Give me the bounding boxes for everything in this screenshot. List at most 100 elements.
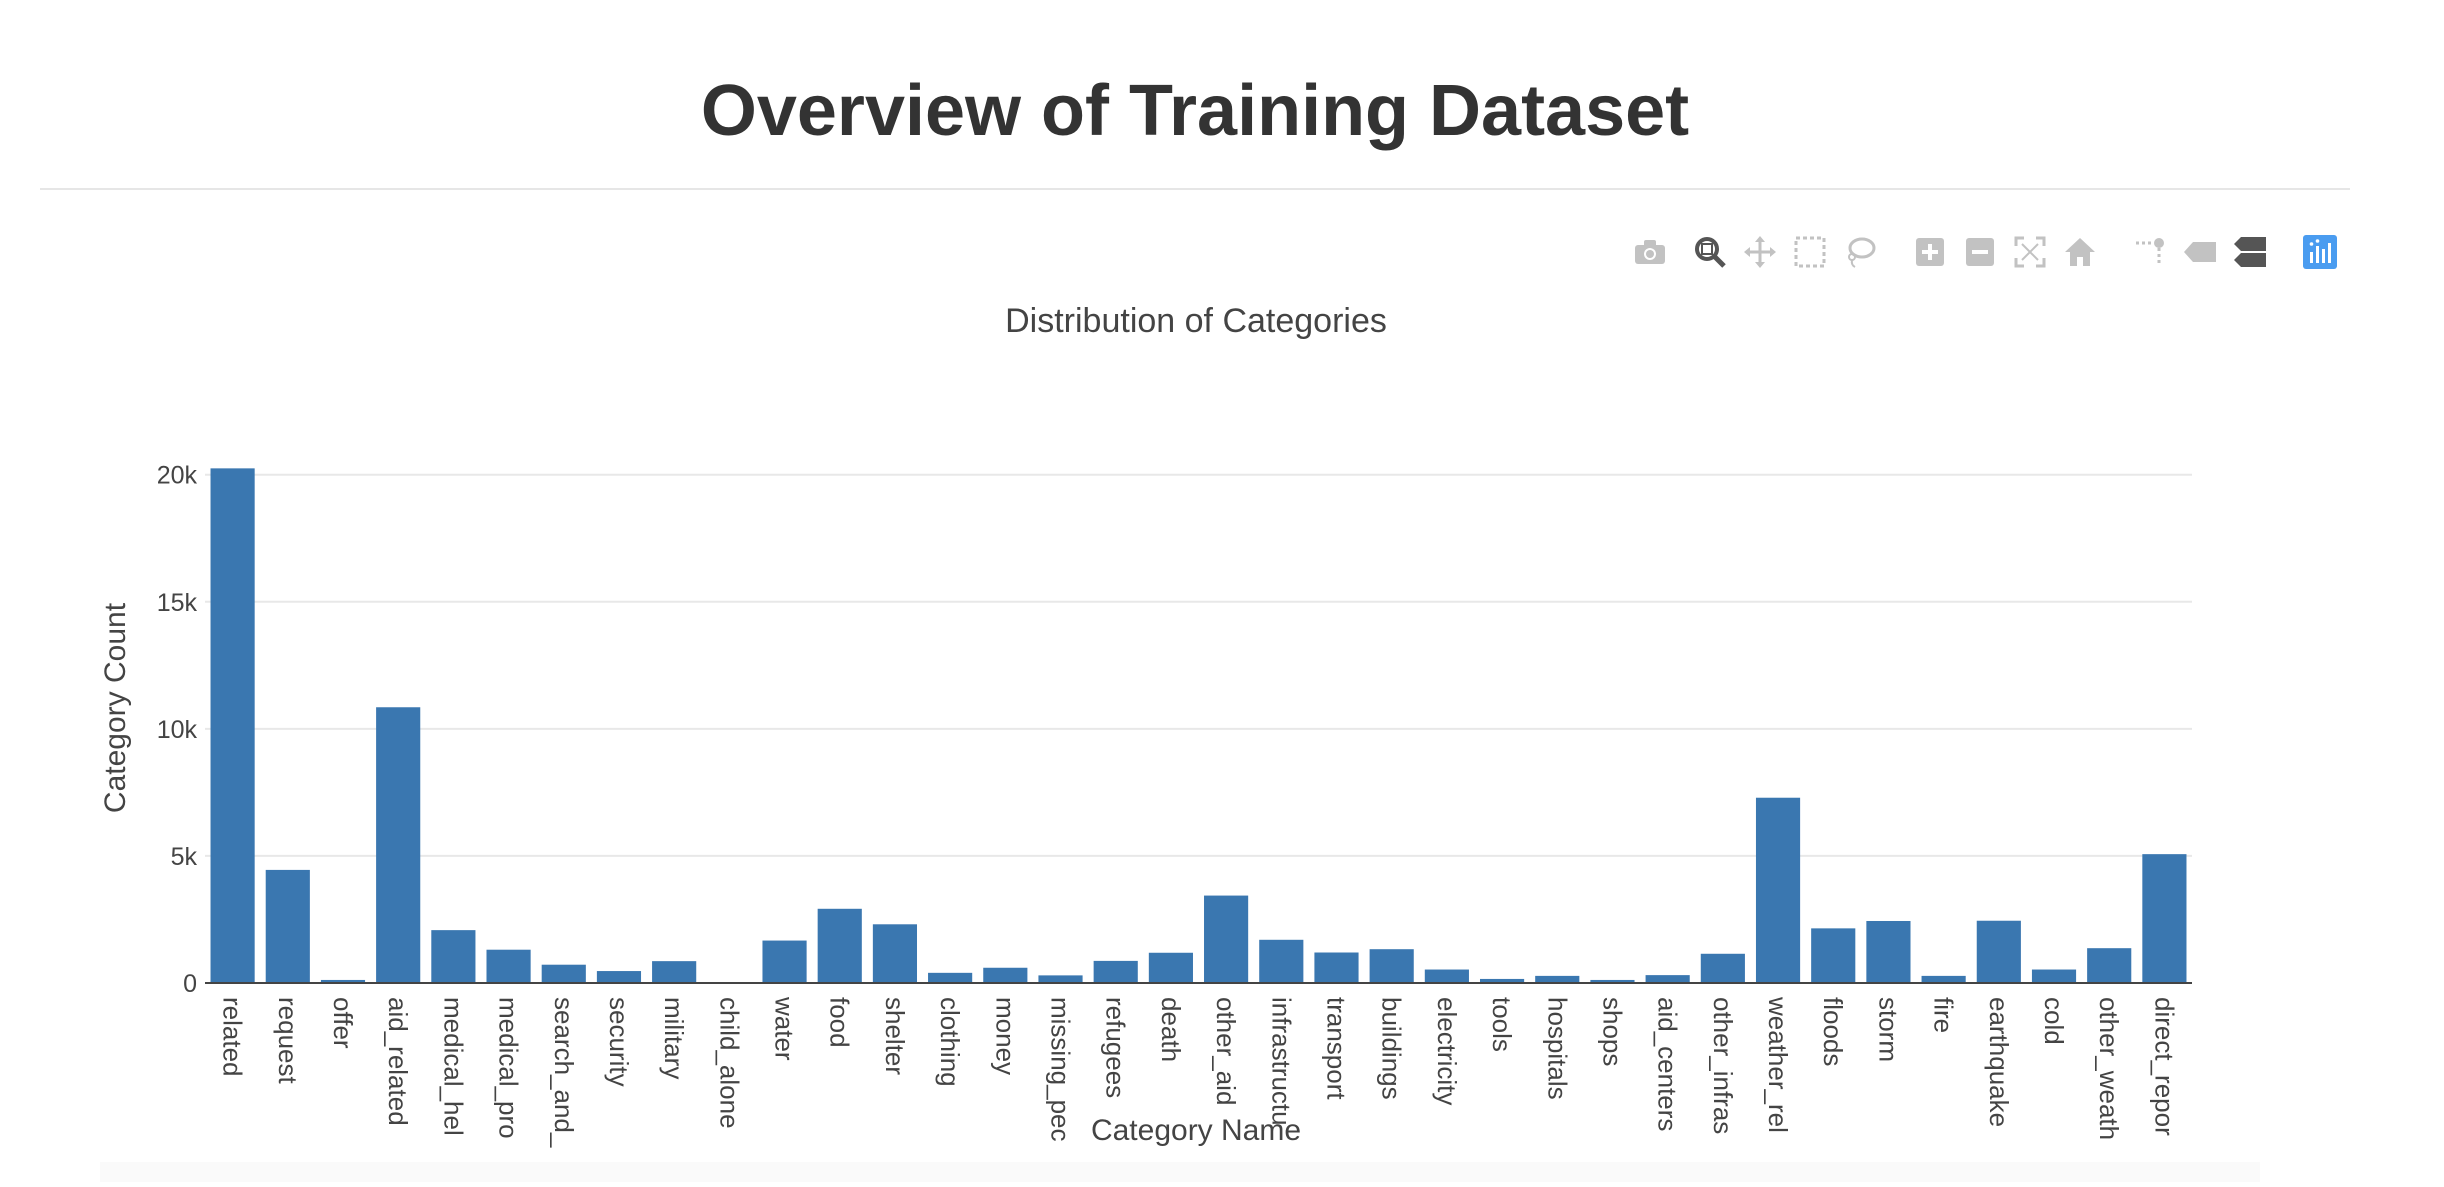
y-tick-label: 15k: [157, 589, 198, 617]
y-tick-label: 10k: [157, 716, 198, 744]
bar-clothing[interactable]: [928, 972, 973, 983]
bar-refugees[interactable]: [1093, 960, 1138, 983]
x-tick-label: cold: [2039, 997, 2069, 1045]
bar-search_and_[interactable]: [541, 964, 586, 983]
x-tick-label: earthquake: [1984, 997, 2014, 1127]
modebar-pan-button[interactable]: [1740, 232, 1780, 276]
bar-infrastructu[interactable]: [1259, 939, 1304, 983]
bar-tools[interactable]: [1479, 978, 1525, 983]
x-tick-label: buildings: [1377, 997, 1407, 1100]
bar-food[interactable]: [817, 908, 862, 983]
bar-shelter[interactable]: [872, 924, 918, 983]
x-tick-label: other_weath: [2094, 997, 2124, 1140]
bar-medical_hel[interactable]: [431, 930, 476, 983]
y-tick-label: 5k: [171, 843, 198, 871]
x-tick-label: military: [659, 997, 689, 1079]
zoom-out-icon: [1965, 237, 1995, 272]
pan-icon: [1743, 235, 1777, 274]
x-tick-label: offer: [328, 997, 358, 1049]
bar-money[interactable]: [983, 967, 1028, 983]
bar-buildings[interactable]: [1369, 949, 1414, 983]
y-tick-label: 0: [183, 970, 197, 998]
x-tick-label: transport: [1321, 997, 1351, 1100]
plotly-logo-icon: [2303, 234, 2337, 274]
bar-other_weath[interactable]: [2087, 948, 2132, 983]
x-tick-label: hospitals: [1542, 997, 1572, 1100]
bar-cold[interactable]: [2031, 969, 2077, 983]
bar-shops[interactable]: [1590, 979, 1635, 983]
modebar-hover-closest-button[interactable]: [2180, 232, 2220, 276]
bar-request[interactable]: [265, 869, 310, 983]
chart-modebar: [1630, 232, 2337, 282]
bar-fire[interactable]: [1921, 975, 1966, 983]
x-tick-label: missing_pec: [1046, 997, 1076, 1142]
x-tick-label: money: [990, 997, 1020, 1075]
x-tick-label: aid_related: [383, 997, 413, 1126]
modebar-reset-axes-button[interactable]: [2060, 232, 2100, 276]
hover-compare-icon: [2233, 235, 2267, 274]
modebar-plotly-logo-button[interactable]: [2300, 232, 2340, 276]
x-tick-label: clothing: [935, 997, 965, 1087]
bar-missing_pec[interactable]: [1038, 975, 1083, 983]
bar-military[interactable]: [652, 961, 697, 983]
modebar-autoscale-button[interactable]: [2010, 232, 2050, 276]
x-tick-label: death: [1156, 997, 1186, 1062]
x-tick-label: electricity: [1432, 997, 1462, 1105]
bar-security[interactable]: [596, 971, 642, 983]
bar-electricity[interactable]: [1424, 969, 1469, 983]
reset-axes-icon: [2063, 236, 2097, 273]
bar-direct_repor[interactable]: [2142, 854, 2187, 983]
bar-storm[interactable]: [1866, 920, 1911, 983]
camera-icon: [1633, 238, 1667, 271]
x-tick-label: medical_pro: [494, 997, 524, 1139]
x-tick-label: weather_rel: [1763, 996, 1793, 1133]
toggle-spike-lines-icon: [2133, 235, 2167, 274]
bar-offer[interactable]: [320, 979, 366, 983]
bar-medical_pro[interactable]: [486, 949, 531, 983]
modebar-zoom-button[interactable]: [1690, 232, 1730, 276]
axes: 0 5k 10k 15k 20k related request offer aid_relat…: [157, 462, 2192, 1148]
x-tick-label: storm: [1873, 997, 1903, 1062]
bar-aid_related[interactable]: [376, 707, 421, 983]
bar-death[interactable]: [1148, 952, 1193, 983]
modebar-zoom-in-button[interactable]: [1910, 232, 1950, 276]
x-tick-label: food: [825, 997, 855, 1048]
bar-other_aid[interactable]: [1204, 895, 1249, 983]
x-tick-label: related: [218, 997, 248, 1077]
modebar-zoom-out-button[interactable]: [1960, 232, 2000, 276]
bar-other_infras[interactable]: [1700, 953, 1745, 983]
bars: [210, 468, 2187, 984]
modebar-camera-button[interactable]: [1630, 232, 1670, 276]
bar-related[interactable]: [210, 468, 255, 984]
gridlines: [205, 473, 2192, 857]
modebar-toggle-spike-lines-button[interactable]: [2130, 232, 2170, 276]
modebar-lasso-select-button[interactable]: [1840, 232, 1880, 276]
x-tick-label: refugees: [1101, 997, 1131, 1098]
bar-weather_rel[interactable]: [1755, 797, 1801, 983]
chart-title: Distribution of Categories: [1005, 302, 1387, 340]
x-tick-label: tools: [1487, 997, 1517, 1052]
bar-transport[interactable]: [1314, 952, 1359, 983]
bar-earthquake[interactable]: [1976, 920, 2021, 983]
y-axis-title: Category Count: [99, 602, 132, 813]
x-tick-label: medical_hel: [438, 997, 468, 1136]
modebar-hover-compare-button[interactable]: [2230, 232, 2270, 276]
bar-floods[interactable]: [1811, 928, 1856, 983]
box-select-icon: [1793, 235, 1827, 274]
bar-aid_centers[interactable]: [1645, 975, 1690, 983]
autoscale-icon: [2013, 235, 2047, 274]
bar-hospitals[interactable]: [1535, 975, 1580, 983]
zoom-icon: [1693, 235, 1727, 274]
x-tick-label: fire: [1929, 997, 1959, 1033]
x-tick-label: search_and_: [549, 997, 579, 1148]
x-tick-label: security: [604, 997, 634, 1087]
modebar-box-select-button[interactable]: [1790, 232, 1830, 276]
zoom-in-icon: [1915, 237, 1945, 272]
x-tick-label: other_aid: [1211, 997, 1241, 1105]
x-tick-label: floods: [1818, 997, 1848, 1066]
lasso-select-icon: [1843, 235, 1877, 274]
bar-water[interactable]: [762, 940, 807, 983]
page-title: Overview of Training Dataset: [700, 71, 1690, 151]
